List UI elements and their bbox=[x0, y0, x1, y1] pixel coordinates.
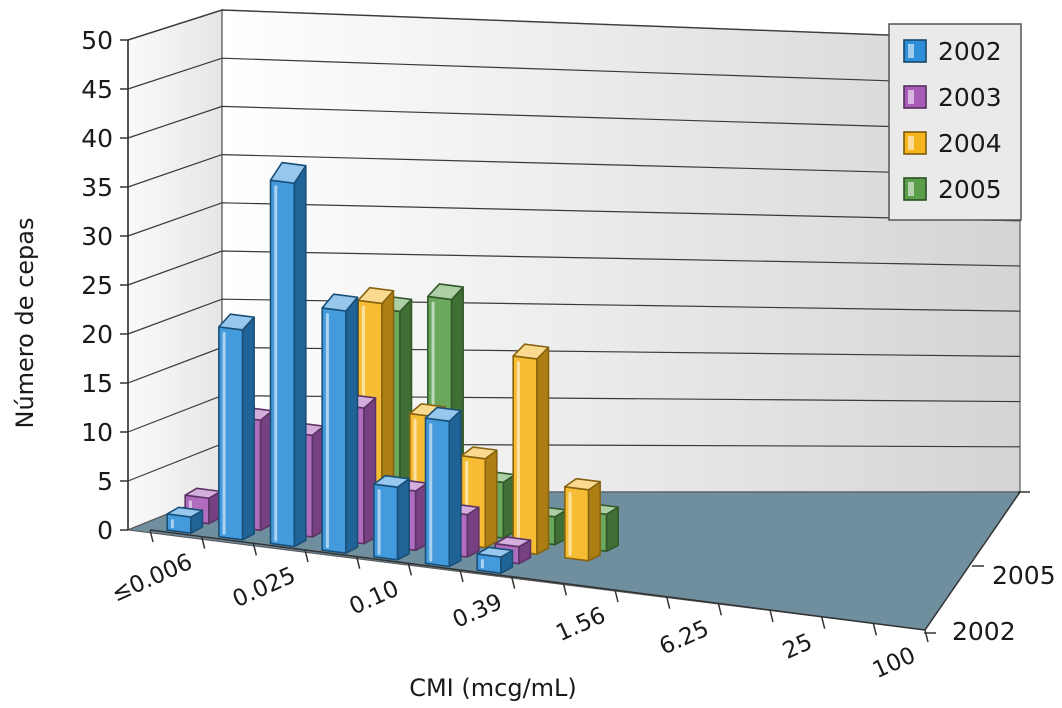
x-tick-label: 0.10 bbox=[346, 576, 403, 621]
y-tick-label: 35 bbox=[81, 173, 113, 202]
bar-2002-0.19 bbox=[424, 406, 462, 568]
x-tick bbox=[200, 536, 206, 549]
x-tick-label: 1.56 bbox=[552, 602, 609, 647]
gridline bbox=[127, 57, 1021, 90]
legend-label: 2002 bbox=[938, 37, 1002, 66]
x-tick bbox=[614, 589, 619, 603]
x-tick bbox=[769, 609, 774, 623]
bar-2002-0.39 bbox=[476, 546, 514, 574]
x-tick bbox=[252, 543, 258, 556]
x-tick bbox=[355, 556, 361, 569]
x-tick bbox=[562, 583, 568, 596]
y-tick-label: 45 bbox=[81, 75, 113, 104]
y-tick-label: 10 bbox=[81, 418, 113, 447]
x-tick-label: 0.39 bbox=[449, 589, 506, 634]
x-tick-label: ≤0.006 bbox=[108, 549, 196, 607]
legend-swatch bbox=[903, 85, 927, 109]
depth-axis-line bbox=[924, 491, 1021, 631]
x-axis-line bbox=[149, 529, 926, 631]
bars bbox=[166, 161, 619, 574]
side-wall bbox=[127, 8, 223, 532]
y-axis-title: Número de cepas bbox=[11, 218, 39, 429]
x-tick bbox=[665, 596, 671, 609]
y-tick-label: 40 bbox=[81, 124, 113, 153]
legend-label: 2005 bbox=[938, 175, 1002, 204]
gridline bbox=[127, 9, 1021, 41]
legend-item: 2002 bbox=[903, 37, 1002, 66]
x-axis-title: CMI (mcg/mL) bbox=[409, 674, 577, 702]
bar-2002-0.05 bbox=[321, 293, 359, 554]
x-tick-label: 100 bbox=[869, 642, 920, 684]
bar-2004-0.78 bbox=[564, 477, 601, 562]
depth-tick-label: 2002 bbox=[952, 617, 1016, 646]
bar-2002-0.10 bbox=[373, 474, 410, 561]
legend-item: 2004 bbox=[903, 129, 1002, 158]
bar-2002-0.0125 bbox=[218, 313, 255, 541]
y-axis: 0 5 10 15 20 25 30 35 40 45 50 bbox=[81, 26, 129, 545]
legend-item: 2005 bbox=[903, 175, 1002, 204]
gridline bbox=[127, 250, 1021, 286]
legend-swatch bbox=[903, 131, 927, 155]
x-tick bbox=[717, 603, 723, 616]
gridline bbox=[127, 105, 1021, 139]
legend-item: 2003 bbox=[903, 83, 1002, 112]
x-tick-label: 6.25 bbox=[656, 616, 713, 661]
x-tick bbox=[407, 563, 413, 576]
y-tick-label: 20 bbox=[81, 320, 113, 349]
bar-2002-0.025 bbox=[269, 161, 307, 548]
y-tick-label: 30 bbox=[81, 222, 113, 251]
gridline bbox=[127, 153, 1021, 188]
y-tick-label: 5 bbox=[97, 467, 113, 496]
gridline bbox=[127, 298, 1021, 335]
x-tick bbox=[510, 576, 516, 589]
y-tick-label: 50 bbox=[81, 26, 113, 55]
x-tick bbox=[872, 623, 878, 636]
gridline bbox=[127, 202, 1021, 237]
y-tick-label: 0 bbox=[97, 516, 113, 545]
x-tick bbox=[459, 569, 464, 583]
legend: 2002 2003 2004 2005 bbox=[888, 23, 1022, 221]
y-tick-label: 15 bbox=[81, 369, 113, 398]
depth-axis: 2002 2005 bbox=[924, 491, 1056, 646]
legend-label: 2004 bbox=[938, 129, 1002, 158]
x-tick bbox=[820, 616, 826, 629]
legend-label: 2003 bbox=[938, 83, 1002, 112]
x-tick bbox=[924, 629, 929, 643]
x-tick-label: 0.025 bbox=[229, 562, 300, 613]
bar-2004-0.39 bbox=[512, 343, 550, 555]
x-tick bbox=[149, 529, 154, 543]
x-tick bbox=[304, 549, 309, 563]
bar-2002-≤0.006 bbox=[166, 506, 204, 534]
legend-swatch bbox=[903, 177, 927, 201]
y-tick-label: 25 bbox=[81, 271, 113, 300]
legend-swatch bbox=[903, 39, 927, 63]
depth-tick-label: 2005 bbox=[992, 561, 1056, 590]
x-tick-label: 25 bbox=[779, 629, 816, 665]
